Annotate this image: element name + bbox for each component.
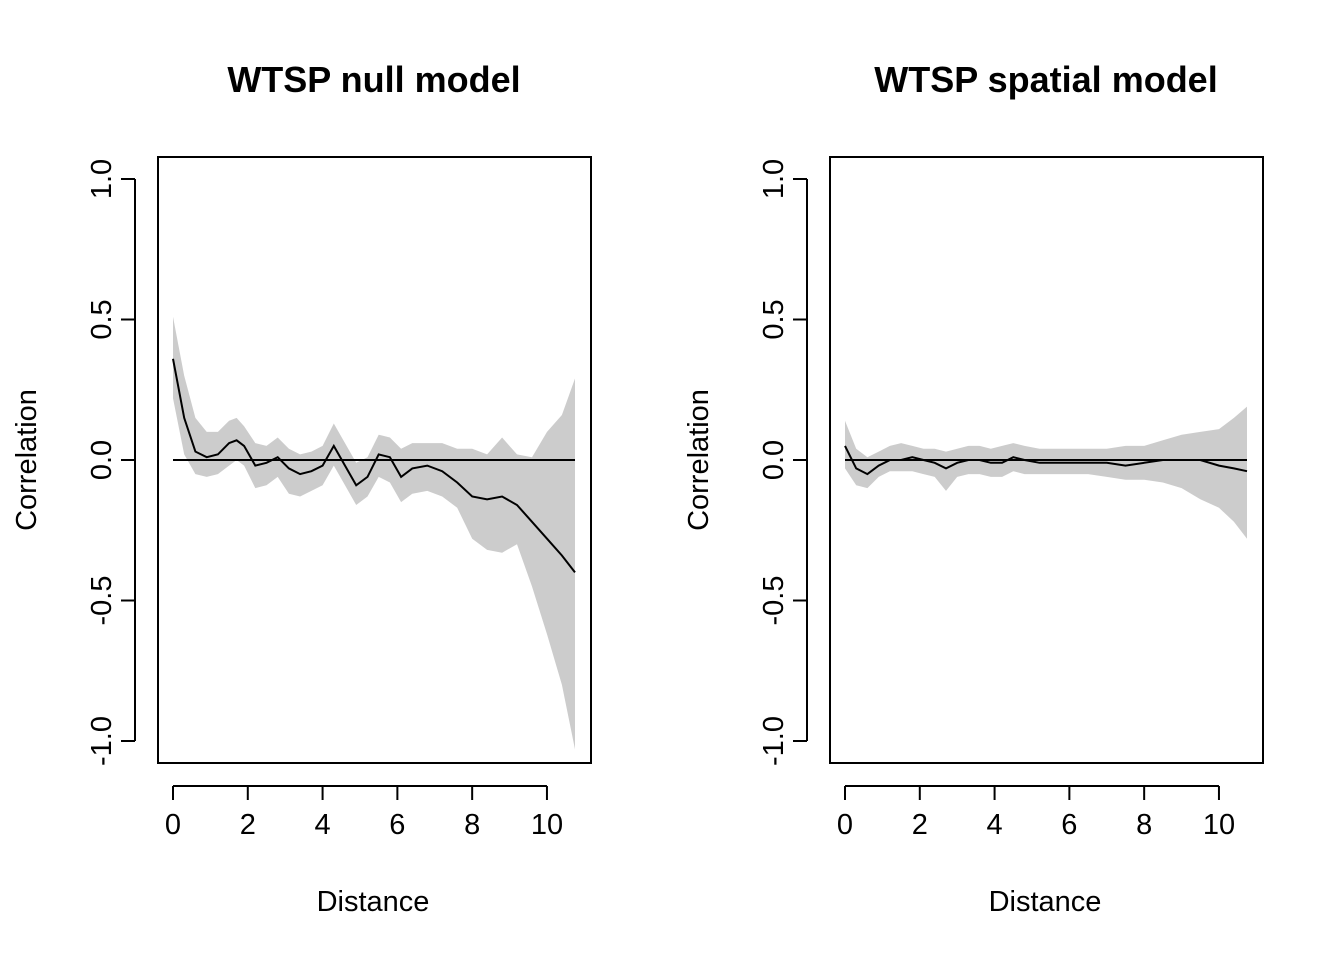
- x-tick-label: 10: [531, 809, 563, 841]
- x-tick-label: 6: [1061, 809, 1077, 841]
- y-axis-label: Correlation: [683, 389, 715, 531]
- y-tick-label: -1.0: [86, 716, 118, 766]
- chart-title: WTSP spatial model: [874, 59, 1217, 100]
- y-tick-label: -0.5: [86, 576, 118, 626]
- x-tick-label: 8: [1136, 809, 1152, 841]
- x-tick-label: 4: [987, 809, 1003, 841]
- x-tick-label: 4: [315, 809, 331, 841]
- y-tick-label: 1.0: [86, 159, 118, 199]
- y-tick-label: 0.0: [86, 440, 118, 480]
- x-tick-label: 2: [240, 809, 256, 841]
- x-tick-label: 0: [165, 809, 181, 841]
- y-axis-label: Correlation: [11, 389, 43, 531]
- x-tick-label: 2: [912, 809, 928, 841]
- confidence-band: [173, 316, 575, 750]
- y-tick-label: 1.0: [758, 159, 790, 199]
- x-tick-label: 10: [1203, 809, 1235, 841]
- chart-panel-1: 0 2 4 6 8 10 -1.0 -0.5 0.0 0.5 1.0 WTSP null model D…: [11, 59, 592, 918]
- plot-frame: [157, 156, 592, 764]
- x-axis-label: Distance: [317, 886, 430, 918]
- y-tick-label: 0.0: [758, 440, 790, 480]
- plot-frame: [829, 156, 1264, 764]
- y-tick-label: -1.0: [758, 716, 790, 766]
- confidence-band: [845, 406, 1247, 539]
- y-tick-label: -0.5: [758, 576, 790, 626]
- y-tick-label: 0.5: [758, 299, 790, 339]
- chart-title: WTSP null model: [227, 59, 520, 100]
- x-tick-label: 0: [837, 809, 853, 841]
- x-axis-label: Distance: [989, 886, 1102, 918]
- x-tick-label: 6: [389, 809, 405, 841]
- x-tick-label: 8: [464, 809, 480, 841]
- correlation-curve: [172, 358, 576, 574]
- y-tick-label: 0.5: [86, 299, 118, 339]
- chart-panel-2: 0 2 4 6 8 10 -1.0 -0.5 0.0 0.5 1.0 WTSP spatial mod…: [683, 59, 1264, 918]
- correlation-curve: [844, 445, 1248, 476]
